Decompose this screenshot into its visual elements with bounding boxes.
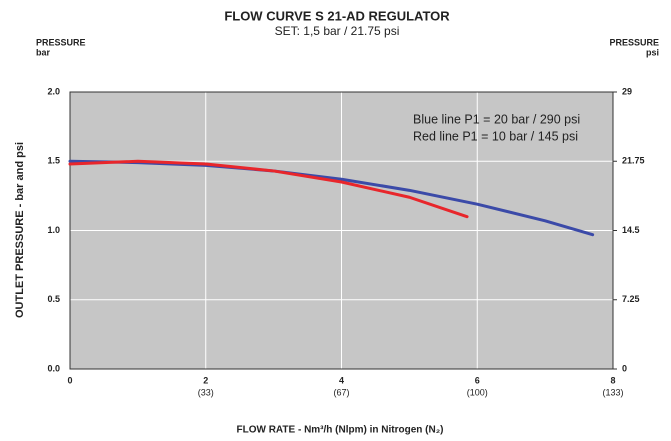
y2-tick-label: 0 [622,363,627,373]
x-secondary-label: (33) [198,387,214,397]
y2-tick-label: 14.5 [622,225,640,235]
chart-title: FLOW CURVE S 21-AD REGULATOR [224,8,450,23]
x-tick-label: 0 [67,375,72,385]
x-secondary-label: (67) [333,387,349,397]
x-secondary-label: (100) [467,387,488,397]
y-tick-label: 0.0 [47,363,60,373]
x-tick-label: 8 [610,375,615,385]
plot-border [69,91,614,370]
y-tick-label: 1.0 [47,225,60,235]
y2-tick-label: 29 [622,86,632,96]
chart-subtitle: SET: 1,5 bar / 21.75 psi [275,24,400,38]
y2-tick-label: 7.25 [622,294,640,304]
x-secondary-label: (133) [602,387,623,397]
y-tick-label: 0.5 [47,294,60,304]
left-unit: bar [36,47,51,57]
x-tick-label: 6 [475,375,480,385]
x-tick-label: 2 [203,375,208,385]
legend-entry: Blue line P1 = 20 bar / 290 psi [413,112,580,126]
y-axis-label: OUTLET PRESSURE - bar and psi [14,142,26,318]
legend-entry: Red line P1 = 10 bar / 145 psi [413,129,578,143]
left-unit: PRESSURE [36,37,86,47]
y-tick-label: 2.0 [47,86,60,96]
x-axis-label: FLOW RATE - Nm³/h (Nlpm) in Nitrogen (N₂… [236,425,443,436]
right-unit: psi [646,47,659,57]
series-line [68,159,469,219]
x-tick-label: 4 [339,375,344,385]
right-unit: PRESSURE [609,37,659,47]
y-tick-label: 1.5 [47,156,60,166]
y2-tick-label: 21.75 [622,156,645,166]
